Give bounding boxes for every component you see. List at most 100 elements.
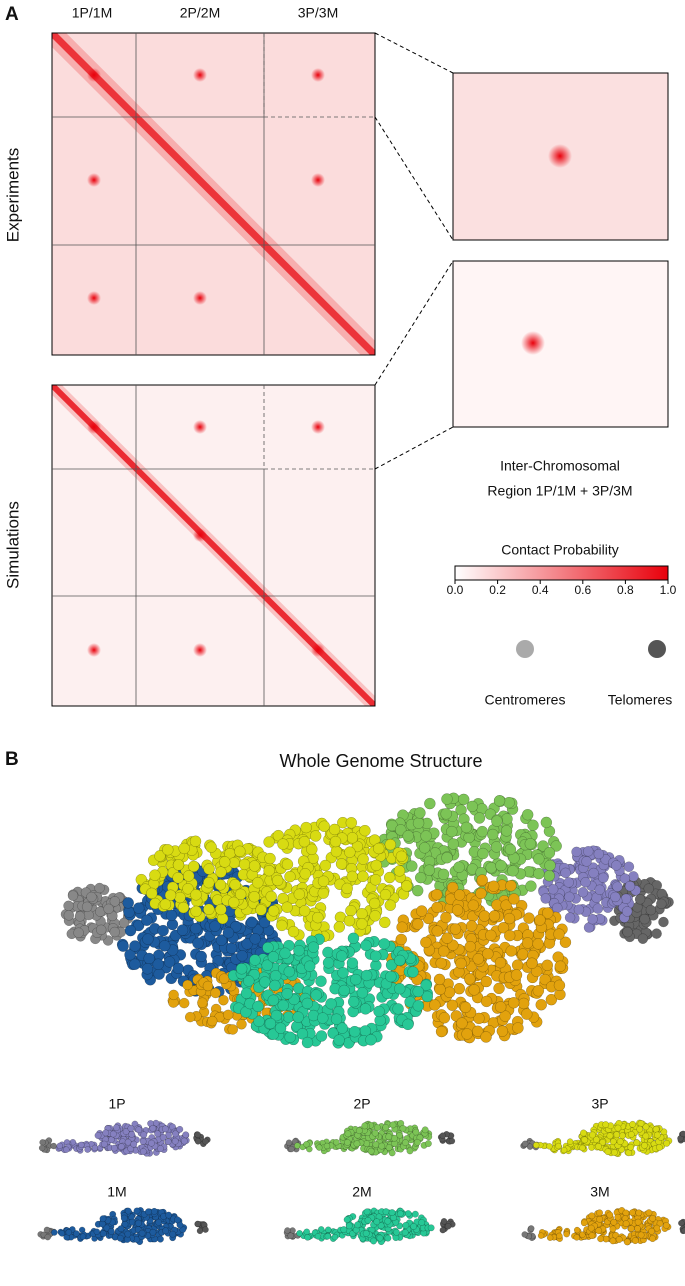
bead	[449, 1138, 455, 1144]
bead	[160, 899, 171, 910]
bead	[336, 950, 347, 961]
bead	[589, 1232, 595, 1238]
bead	[504, 930, 515, 941]
bead	[264, 836, 275, 847]
bead	[223, 1010, 233, 1020]
chromosome-label: 1M	[107, 1184, 126, 1200]
bead	[432, 902, 443, 913]
bead	[481, 976, 492, 987]
bead	[323, 957, 334, 968]
bead	[373, 843, 384, 854]
bead	[413, 818, 424, 829]
bead	[526, 958, 537, 969]
bead	[215, 904, 226, 915]
zoom-spot	[548, 144, 572, 168]
bead	[284, 871, 295, 882]
bead	[293, 945, 304, 956]
bead	[572, 847, 582, 857]
bead	[203, 981, 213, 991]
spot	[311, 643, 325, 657]
bead	[228, 1024, 238, 1034]
chromosome-label: 2M	[352, 1184, 371, 1200]
bead	[177, 1126, 183, 1132]
bead	[522, 937, 533, 948]
bead	[149, 870, 160, 881]
bead	[282, 988, 293, 999]
bead	[425, 1140, 431, 1146]
spot	[311, 173, 325, 187]
bead	[474, 813, 485, 824]
bead	[239, 859, 250, 870]
bead	[175, 892, 186, 903]
bead	[533, 985, 544, 996]
bead	[211, 988, 221, 998]
bead	[140, 1148, 146, 1154]
bead	[370, 910, 381, 921]
bead	[623, 1220, 629, 1226]
bead	[363, 1230, 369, 1236]
spot	[311, 420, 325, 434]
genome-structure	[61, 793, 674, 1049]
bead	[344, 1216, 350, 1222]
bead	[265, 853, 276, 864]
bead	[185, 1012, 195, 1022]
bead	[195, 1132, 201, 1138]
bead	[605, 1148, 611, 1154]
bead	[533, 1142, 539, 1148]
bead	[394, 955, 405, 966]
bead	[94, 1229, 100, 1235]
bead	[394, 983, 405, 994]
bead	[442, 852, 453, 863]
bead	[607, 1133, 613, 1139]
bead	[73, 1231, 79, 1237]
column-label: 3P/3M	[298, 5, 338, 21]
bead	[462, 1028, 473, 1039]
bead	[145, 1209, 151, 1215]
bead	[349, 1026, 360, 1037]
bead	[282, 902, 293, 913]
bead	[434, 974, 445, 985]
bead	[446, 826, 457, 837]
bead	[288, 1146, 294, 1152]
bead	[234, 846, 245, 857]
bead	[534, 915, 545, 926]
bead	[390, 1122, 396, 1128]
bead	[268, 995, 279, 1006]
bead	[129, 941, 140, 952]
spot	[193, 68, 207, 82]
bead	[413, 1000, 424, 1011]
bead	[477, 826, 488, 837]
bead	[301, 822, 312, 833]
bead	[268, 905, 279, 916]
bead	[134, 1208, 140, 1214]
bead	[113, 1124, 119, 1130]
bead	[391, 1135, 397, 1141]
bead	[414, 1139, 420, 1145]
bead	[133, 903, 144, 914]
bead	[183, 1132, 189, 1138]
bead	[564, 892, 574, 902]
spot	[87, 420, 101, 434]
bead	[420, 937, 431, 948]
bead	[356, 918, 367, 929]
bead	[393, 1003, 404, 1014]
bead	[64, 910, 74, 920]
bead	[101, 1141, 107, 1147]
bead	[481, 996, 492, 1007]
bead	[582, 856, 592, 866]
legend-marker	[648, 640, 666, 658]
bead	[110, 927, 120, 937]
bead	[424, 865, 435, 876]
bead	[397, 922, 408, 933]
bead	[330, 836, 341, 847]
bead	[288, 1233, 294, 1239]
bead	[467, 801, 478, 812]
bead	[582, 1137, 588, 1143]
bead	[615, 1214, 621, 1220]
bead	[318, 888, 329, 899]
bead	[310, 830, 321, 841]
bead	[394, 865, 405, 876]
bead	[331, 1014, 342, 1025]
bead	[293, 1012, 304, 1023]
bead	[538, 1233, 544, 1239]
